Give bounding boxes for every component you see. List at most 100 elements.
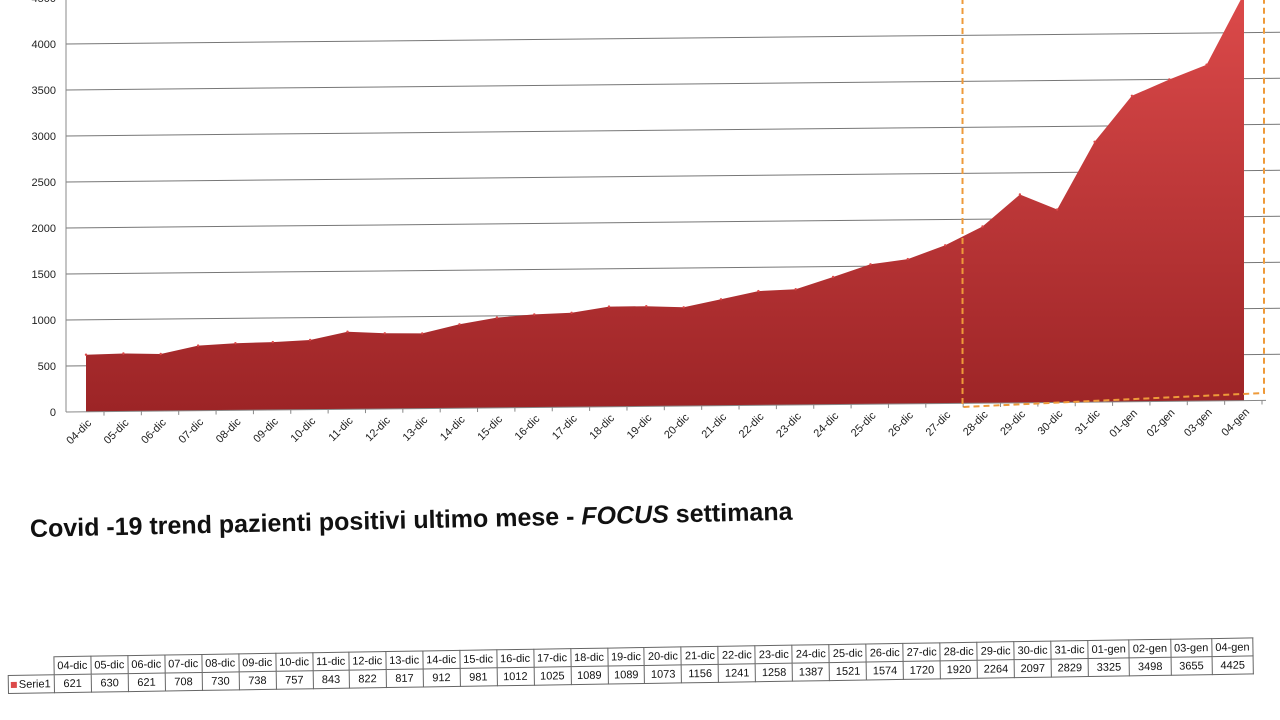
y-tick-label: 1500 <box>32 269 56 281</box>
table-header-cell: 25-dic <box>829 644 867 663</box>
table-value-cell: 1089 <box>570 666 608 685</box>
gridline <box>65 169 1280 183</box>
x-tick-label: 24-dic <box>812 410 842 440</box>
table-header-cell: 26-dic <box>866 643 904 663</box>
x-tick-label: 28-dic <box>961 408 991 438</box>
y-tick-label: 500 <box>38 361 56 373</box>
x-tick-label: 04-gen <box>1219 406 1252 439</box>
table-header-cell: 21-dic <box>681 646 719 665</box>
x-tick-label: 02-gen <box>1145 407 1178 440</box>
data-point <box>906 257 909 261</box>
table-header-cell: 06-dic <box>127 655 165 674</box>
data-point <box>383 332 386 335</box>
table-header-cell: 14-dic <box>422 650 460 669</box>
data-point <box>271 340 274 344</box>
x-tick-label: 18-dic <box>587 412 617 442</box>
x-tick-label: 19-dic <box>625 412 655 442</box>
data-point <box>981 225 984 228</box>
y-tick-label: 4000 <box>32 39 56 51</box>
table-value-cell: 738 <box>238 671 277 690</box>
table-header-cell: 01-gen <box>1087 639 1130 659</box>
table-value-cell: 1258 <box>755 663 793 682</box>
x-tick-label: 12-dic <box>363 414 393 444</box>
table-header-cell: 12-dic <box>348 651 386 671</box>
table-header-cell: 08-dic <box>201 653 239 673</box>
data-point <box>234 342 237 345</box>
table-value-cell: 1089 <box>607 665 645 685</box>
y-tick-label: 2500 <box>32 177 56 189</box>
table-value-cell: 757 <box>275 670 314 690</box>
table-value-cell: 1012 <box>496 667 535 686</box>
data-point <box>122 352 125 355</box>
table-header-cell: 29-dic <box>977 641 1015 661</box>
table-value-cell: 981 <box>459 667 498 687</box>
table-header-cell: 30-dic <box>1013 641 1052 660</box>
caption-emphasis: FOCUS <box>581 500 670 531</box>
x-tick-label: 16-dic <box>513 413 543 443</box>
table-value-cell: 843 <box>312 670 350 689</box>
data-point <box>159 352 162 356</box>
x-tick-label: 01-gen <box>1107 407 1140 440</box>
x-tick-label: 15-dic <box>475 413 505 443</box>
x-tick-label: 03-gen <box>1182 407 1215 440</box>
data-point <box>458 323 461 326</box>
data-point <box>495 316 499 319</box>
series-name-label: Serie1 <box>18 677 51 691</box>
table-value-cell: 2264 <box>977 659 1015 679</box>
y-tick-label: 3000 <box>32 131 56 143</box>
y-tick-label: 2000 <box>32 223 56 235</box>
x-tick-label: 13-dic <box>401 414 431 444</box>
data-point <box>682 306 685 309</box>
table-value-cell: 3498 <box>1129 657 1171 676</box>
y-tick-label: 0 <box>50 407 56 419</box>
y-tick-label: 3500 <box>32 85 56 97</box>
data-point <box>1093 140 1096 143</box>
table-value-cell: 1241 <box>718 663 756 683</box>
table-value-cell: 708 <box>164 672 203 692</box>
table-value-cell: 1920 <box>940 660 978 679</box>
table-value-cell: 1073 <box>644 664 682 684</box>
table-header-cell: 28-dic <box>940 642 978 661</box>
x-tick-label: 23-dic <box>774 410 804 440</box>
data-point <box>308 338 312 342</box>
x-tick-label: 26-dic <box>886 409 916 439</box>
table-header-cell: 09-dic <box>238 653 276 672</box>
table-header-cell: 18-dic <box>570 648 608 667</box>
data-point <box>84 353 88 356</box>
focus-highlight-box <box>961 0 1265 409</box>
data-point <box>533 313 536 316</box>
gridlines <box>65 31 1280 367</box>
table-header-cell: 04-gen <box>1211 637 1254 657</box>
table-header-cell: 24-dic <box>792 644 830 664</box>
data-point <box>944 244 947 247</box>
x-tick-label: 22-dic <box>737 411 767 441</box>
data-point <box>346 330 349 333</box>
table-value-cell: 630 <box>90 673 129 693</box>
table-value-cell: 1025 <box>533 666 571 686</box>
table-value-cell: 912 <box>422 668 461 687</box>
table-value-cell: 822 <box>348 669 387 689</box>
data-point <box>831 275 835 279</box>
data-point <box>1056 208 1059 211</box>
x-tick-label: 10-dic <box>289 415 319 445</box>
data-point <box>421 332 424 335</box>
data-point <box>570 311 573 314</box>
x-tick-label: 09-dic <box>251 415 281 445</box>
table-value-cell: 1521 <box>829 662 867 681</box>
data-point <box>719 298 723 301</box>
data-point <box>645 305 648 308</box>
data-point <box>1205 63 1208 66</box>
table-value-cell: 3325 <box>1088 657 1130 677</box>
x-tick-label: 04-dic <box>64 417 94 447</box>
table-header-cell: 31-dic <box>1050 640 1089 660</box>
table-header-cell: 02-gen <box>1129 639 1171 658</box>
table-value-cell: 3655 <box>1170 656 1213 676</box>
data-point <box>607 305 611 308</box>
x-tick-label: 31-dic <box>1073 407 1103 437</box>
gridline <box>65 77 1280 91</box>
table-header-cell: 15-dic <box>459 649 497 669</box>
table-series-name-cell: Serie1 <box>8 674 55 694</box>
table-header-cell: 10-dic <box>275 652 313 672</box>
x-tick-label: 17-dic <box>550 412 580 442</box>
x-tick-label: 20-dic <box>662 411 692 441</box>
